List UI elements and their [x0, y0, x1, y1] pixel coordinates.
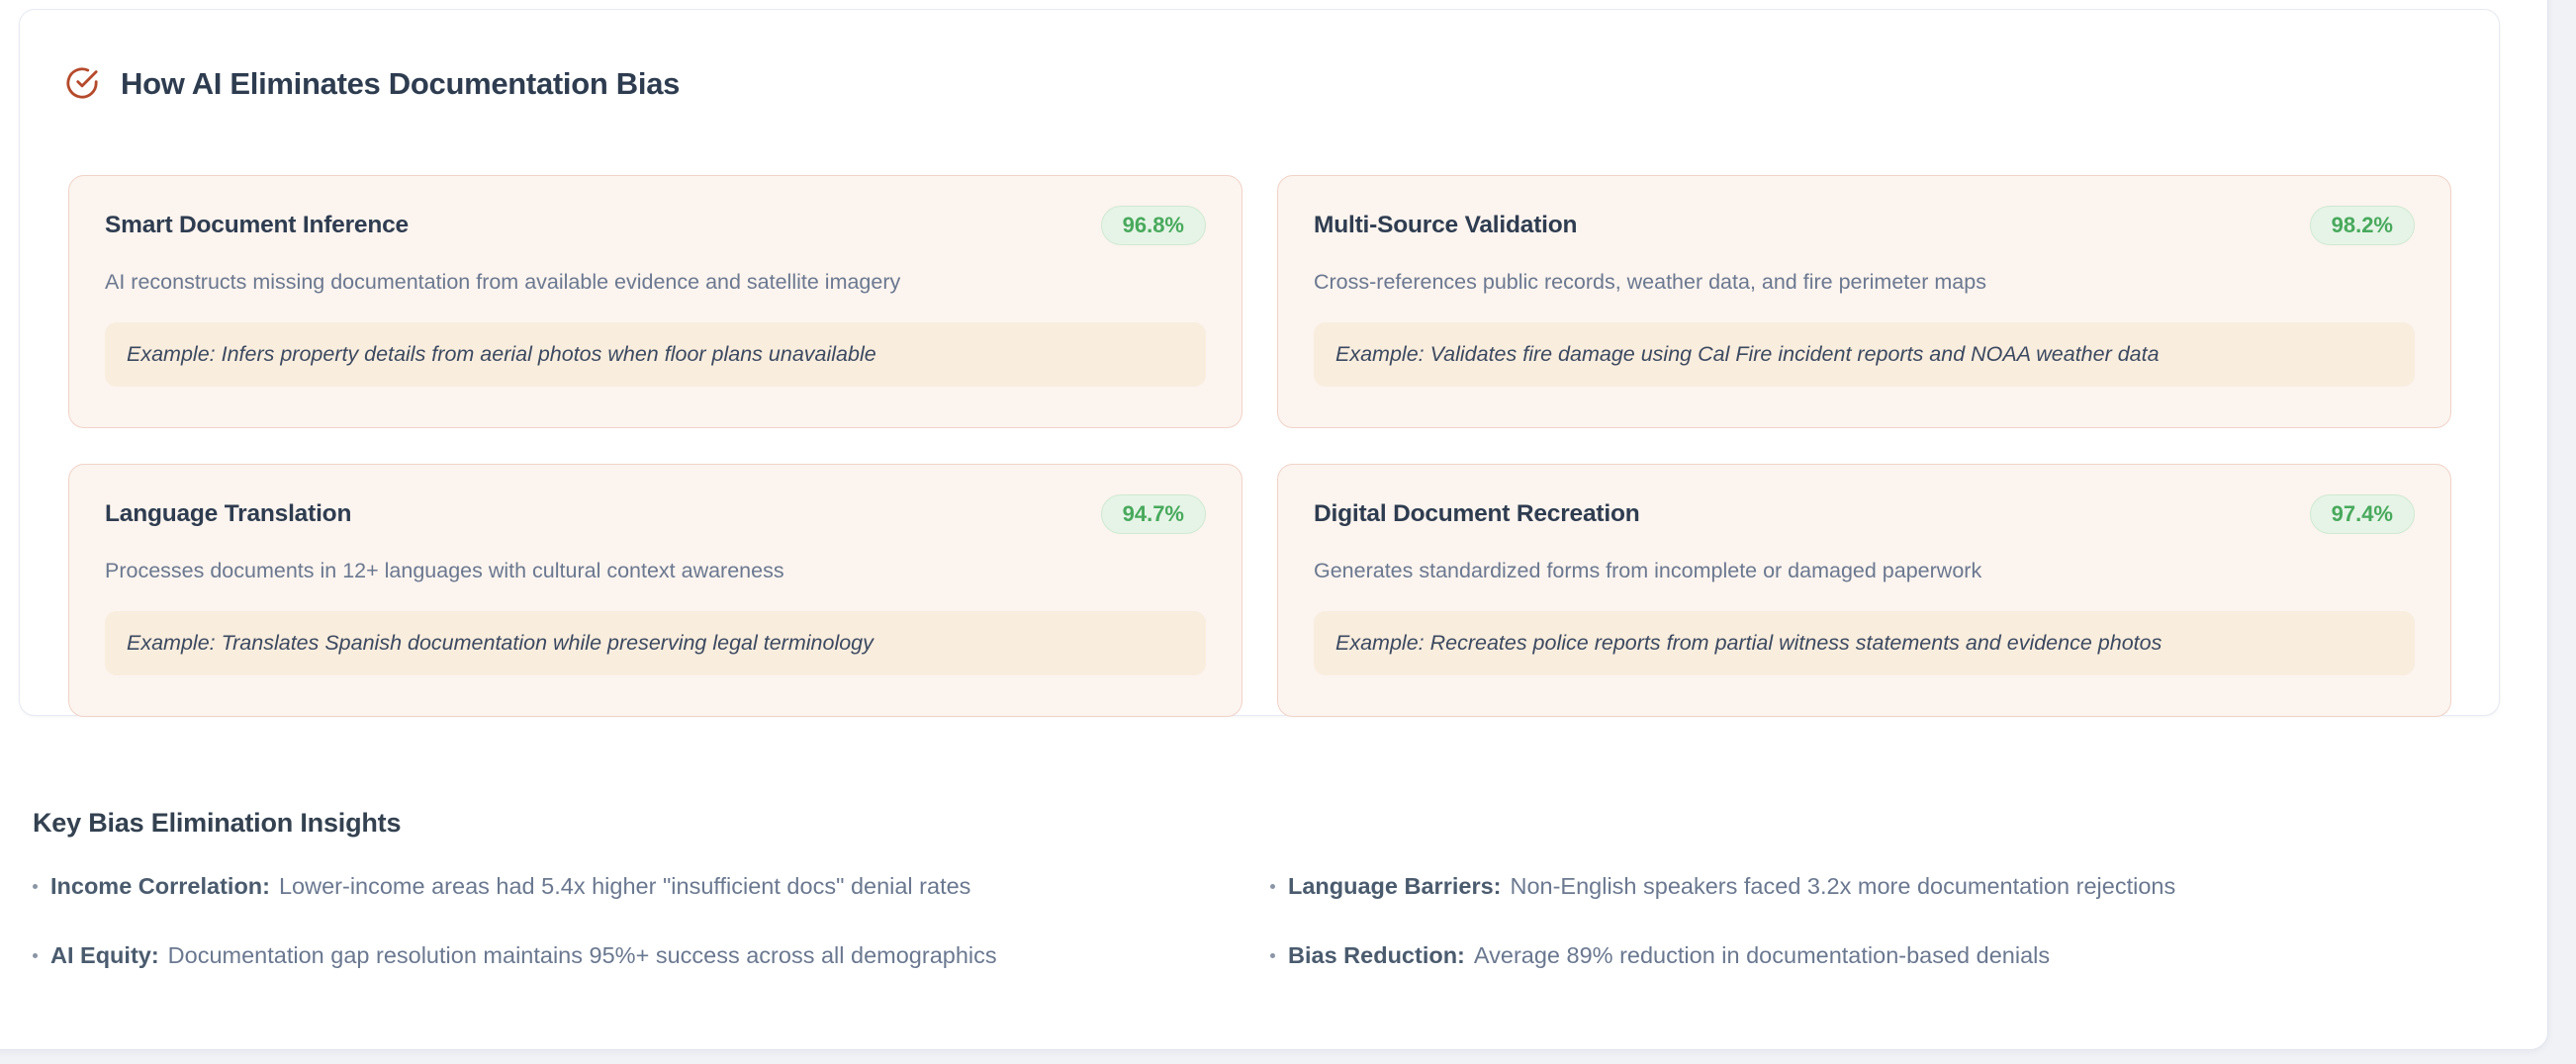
feature-title: Language Translation — [105, 499, 352, 527]
insight-text: Average 89% reduction in documentation-b… — [1473, 942, 2051, 969]
feature-head: Smart Document Inference 96.8% — [105, 205, 1206, 246]
accuracy-badge: 96.8% — [1100, 205, 1206, 246]
feature-description: Generates standardized forms from incomp… — [1314, 559, 1982, 583]
insight-label: AI Equity: — [50, 942, 159, 969]
insight-label: Bias Reduction: — [1288, 942, 1465, 969]
feature-card-language-translation: Language Translation 94.7% Processes doc… — [68, 463, 1242, 717]
insight-label: Income Correlation: — [50, 873, 270, 899]
insight-bias-reduction: Bias Reduction: Average 89% reduction in… — [1270, 941, 2476, 969]
insight-income-correlation: Income Correlation: Lower-income areas h… — [33, 872, 1270, 900]
key-insights-section: Key Bias Elimination Insights Income Cor… — [33, 808, 2476, 969]
ai-bias-card: How AI Eliminates Documentation Bias Sma… — [19, 9, 2500, 717]
feature-description: Processes documents in 12+ languages wit… — [105, 559, 784, 583]
card-header: How AI Eliminates Documentation Bias — [20, 10, 2499, 128]
feature-head: Multi-Source Validation 98.2% — [1314, 205, 2415, 246]
accuracy-badge: 97.4% — [2309, 493, 2415, 535]
feature-example: Example: Translates Spanish documentatio… — [105, 610, 1206, 675]
insight-text: Documentation gap resolution maintains 9… — [167, 942, 997, 969]
feature-card-digital-document-recreation: Digital Document Recreation 97.4% Genera… — [1277, 463, 2451, 717]
bullet-dot-icon — [33, 952, 38, 958]
accuracy-badge: 94.7% — [1100, 493, 1206, 535]
feature-example: Example: Recreates police reports from p… — [1314, 610, 2415, 675]
feature-description: AI reconstructs missing documentation fr… — [105, 270, 901, 295]
feature-description: Cross-references public records, weather… — [1314, 270, 1986, 295]
feature-title: Multi-Source Validation — [1314, 211, 1578, 238]
features-grid: Smart Document Inference 96.8% AI recons… — [68, 174, 2451, 717]
insight-label: Language Barriers: — [1288, 873, 1502, 899]
insight-language-barriers: Language Barriers: Non-English speakers … — [1270, 872, 2476, 900]
feature-example: Example: Validates fire damage using Cal… — [1314, 321, 2415, 387]
insight-ai-equity: AI Equity: Documentation gap resolution … — [33, 941, 1270, 969]
bullet-dot-icon — [1270, 883, 1275, 889]
insights-heading: Key Bias Elimination Insights — [33, 808, 402, 838]
insights-grid: Income Correlation: Lower-income areas h… — [33, 872, 2476, 969]
feature-head: Language Translation 94.7% — [105, 493, 1206, 535]
check-circle-icon — [66, 67, 98, 99]
feature-card-multi-source-validation: Multi-Source Validation 98.2% Cross-refe… — [1277, 174, 2451, 428]
insight-text: Non-English speakers faced 3.2x more doc… — [1510, 873, 2176, 899]
feature-head: Digital Document Recreation 97.4% — [1314, 493, 2415, 535]
bullet-dot-icon — [33, 883, 38, 889]
content-panel: How AI Eliminates Documentation Bias Sma… — [0, 0, 2548, 1050]
insight-text: Lower-income areas had 5.4x higher "insu… — [278, 873, 971, 899]
feature-title: Smart Document Inference — [105, 211, 409, 238]
feature-example: Example: Infers property details from ae… — [105, 321, 1206, 387]
bullet-dot-icon — [1270, 952, 1275, 958]
accuracy-badge: 98.2% — [2309, 205, 2415, 246]
feature-card-smart-document-inference: Smart Document Inference 96.8% AI recons… — [68, 174, 1242, 428]
page-title: How AI Eliminates Documentation Bias — [121, 65, 681, 101]
feature-title: Digital Document Recreation — [1314, 499, 1640, 527]
